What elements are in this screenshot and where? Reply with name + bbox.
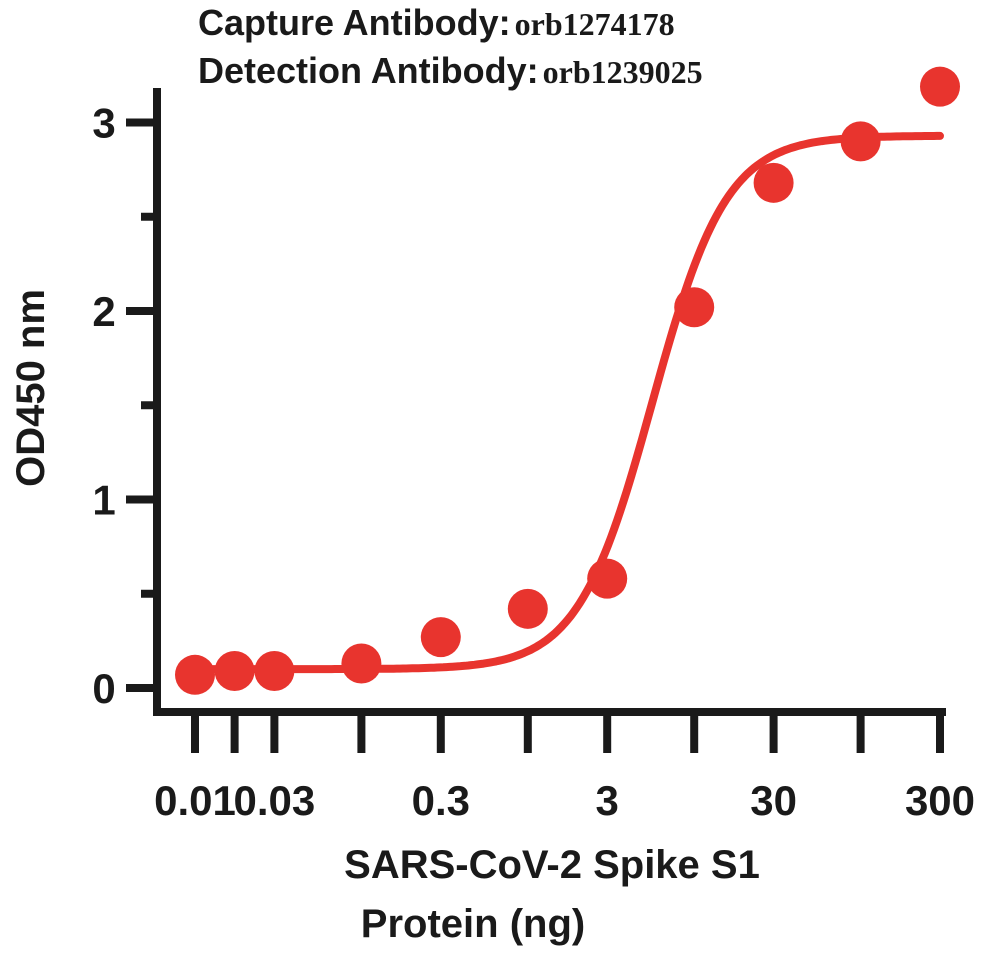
data-point xyxy=(214,651,255,692)
x-ticks: 0.010.03 0.3 3 30 300 xyxy=(154,712,975,824)
x-tick-label: 0.03 xyxy=(234,777,316,824)
data-points xyxy=(175,66,960,695)
detection-antibody-line: Detection Antibody: orb1239025 xyxy=(198,50,703,92)
x-axis-label-line-1: SARS-CoV-2 Spike S1 xyxy=(344,843,760,887)
capture-antibody-label: Capture Antibody: xyxy=(198,2,511,43)
axes xyxy=(153,88,946,716)
capture-antibody-line: Capture Antibody: orb1274178 xyxy=(198,2,675,44)
data-point xyxy=(587,558,628,599)
data-point xyxy=(840,121,881,162)
data-point xyxy=(920,66,960,107)
data-point xyxy=(674,287,715,328)
data-point xyxy=(341,643,382,684)
x-tick-label: 300 xyxy=(905,777,975,824)
detection-antibody-label: Detection Antibody: xyxy=(198,50,539,91)
data-point xyxy=(753,162,794,203)
data-point xyxy=(175,654,215,695)
y-ticks: 0 1 2 3 xyxy=(92,100,157,712)
x-tick-label: 30 xyxy=(750,777,797,824)
detection-antibody-value: orb1239025 xyxy=(542,54,703,90)
fit-curve xyxy=(191,131,944,674)
x-tick-label: 3 xyxy=(596,777,619,824)
data-point xyxy=(254,651,295,692)
capture-antibody-value: orb1274178 xyxy=(514,6,675,42)
y-tick-label: 2 xyxy=(92,288,115,335)
x-tick-label: 0.01 xyxy=(154,777,236,824)
data-point xyxy=(507,588,548,629)
x-tick-label: 0.3 xyxy=(412,777,470,824)
y-axis-label: OD450 nm xyxy=(9,289,53,487)
y-tick-label: 1 xyxy=(92,477,115,524)
data-point xyxy=(420,617,461,658)
y-tick-label: 0 xyxy=(92,665,115,712)
x-axis-label-line-2: Protein (ng) xyxy=(361,902,585,946)
y-tick-label: 3 xyxy=(92,100,115,147)
